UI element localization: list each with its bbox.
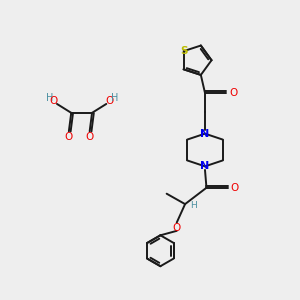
Text: H: H [46, 93, 53, 103]
Text: O: O [65, 132, 73, 142]
Text: O: O [172, 223, 181, 233]
Text: H: H [190, 201, 197, 210]
Text: H: H [111, 93, 118, 103]
Text: O: O [85, 132, 94, 142]
Text: N: N [200, 161, 210, 171]
Text: S: S [180, 46, 187, 56]
Text: O: O [231, 183, 239, 193]
Text: O: O [229, 88, 237, 98]
Text: O: O [105, 96, 113, 106]
Text: O: O [50, 96, 58, 106]
Text: N: N [200, 129, 210, 139]
